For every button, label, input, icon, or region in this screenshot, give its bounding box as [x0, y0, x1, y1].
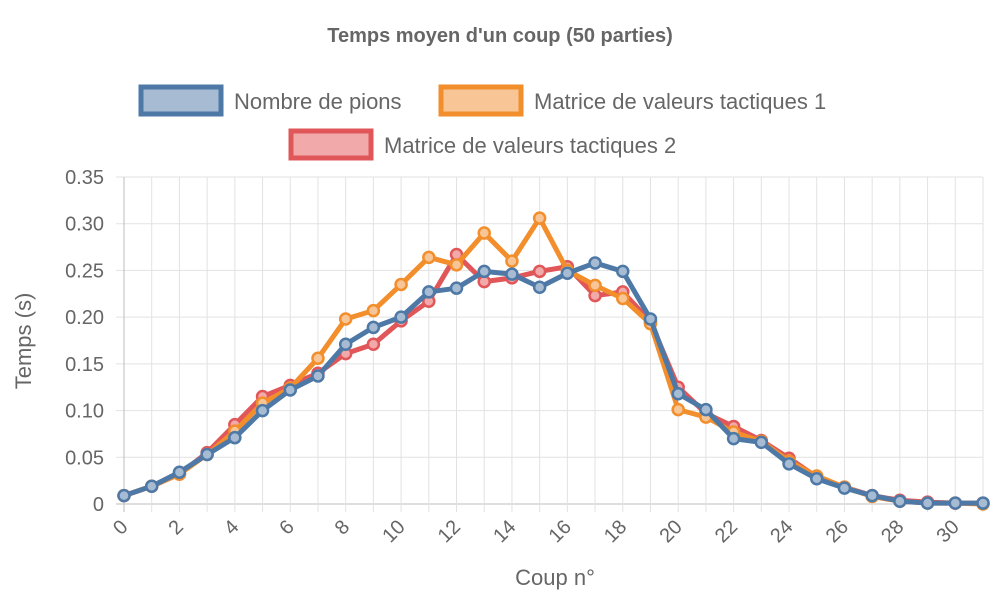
y-tick-label: 0	[93, 494, 104, 516]
data-point	[505, 254, 519, 268]
data-point	[311, 369, 325, 383]
data-point	[422, 285, 436, 299]
series-matrice-de-valeurs-tactiques-1	[117, 211, 990, 511]
x-axis-label: Coup n°	[515, 565, 595, 590]
data-point	[726, 431, 741, 446]
y-tick-label: 0.15	[65, 354, 104, 376]
data-point	[144, 479, 159, 493]
x-tick-label: 18	[600, 516, 631, 547]
x-tick-label: 6	[275, 516, 298, 539]
x-tick-label: 30	[933, 516, 964, 547]
data-point	[532, 211, 547, 225]
data-point	[699, 402, 713, 417]
x-tick-label: 24	[766, 516, 797, 547]
data-point	[948, 496, 963, 510]
series-matrice-de-valeurs-tactiques-2	[117, 247, 990, 510]
series-line	[121, 252, 986, 506]
data-point	[394, 277, 408, 292]
x-tick-label: 2	[165, 516, 188, 539]
x-tick-label: 20	[655, 516, 686, 547]
y-tick-label: 0.10	[65, 401, 104, 423]
data-point	[172, 465, 187, 479]
data-point	[893, 494, 907, 508]
data-point	[449, 281, 464, 295]
legend-label: Matrice de valeurs tactiques 1	[534, 89, 826, 114]
data-point	[560, 266, 575, 280]
y-axis-label: Temps (s)	[11, 293, 36, 390]
data-point	[671, 387, 685, 401]
x-tick-label: 0	[109, 516, 132, 539]
legend-swatch	[438, 84, 524, 117]
x-tick-label: 12	[434, 516, 465, 547]
x-tick-label: 8	[331, 516, 354, 539]
data-point	[588, 278, 602, 293]
series-line	[121, 215, 986, 507]
y-tick-label: 0.35	[65, 167, 104, 189]
x-tick-label: 16	[545, 516, 576, 547]
legend-item-nombre-de-pions[interactable]: Nombre de pions	[138, 84, 402, 117]
x-tick-label: 10	[378, 516, 409, 547]
legend-item-matrice-2[interactable]: Matrice de valeurs tactiques 2	[288, 128, 676, 161]
data-point	[865, 488, 879, 503]
y-tick-label: 0.30	[65, 214, 104, 236]
x-tick-label: 14	[489, 516, 520, 547]
y-tick-label: 0.20	[65, 307, 104, 329]
data-point	[422, 250, 436, 265]
legend-swatch	[288, 128, 374, 161]
legend-item-matrice-1[interactable]: Matrice de valeurs tactiques 1	[438, 84, 826, 117]
data-point	[671, 402, 685, 417]
legend-label: Nombre de pions	[234, 89, 402, 114]
data-point	[643, 312, 658, 326]
x-tick-label: 4	[220, 516, 243, 539]
data-point	[366, 320, 381, 335]
data-point	[449, 258, 464, 272]
x-tick-label: 26	[822, 516, 853, 547]
legend-label: Matrice de valeurs tactiques 2	[384, 133, 676, 158]
data-point	[366, 303, 381, 318]
data-point	[311, 351, 325, 366]
data-point	[616, 264, 630, 279]
data-point	[616, 291, 630, 306]
y-tick-label: 0.05	[65, 447, 104, 469]
data-point	[477, 264, 491, 279]
data-point	[338, 337, 353, 351]
data-point	[338, 312, 353, 326]
y-tick-label: 0.25	[65, 260, 104, 282]
data-point	[117, 488, 131, 503]
grid	[116, 176, 984, 512]
data-point	[976, 496, 990, 510]
data-point	[809, 472, 824, 486]
data-point	[837, 481, 852, 495]
data-point	[920, 496, 935, 510]
data-point	[532, 264, 547, 279]
data-point	[505, 267, 519, 281]
x-tick-label: 22	[711, 516, 742, 547]
chart-title: Temps moyen d'un coup (50 parties)	[327, 25, 673, 47]
data-point	[532, 280, 547, 294]
data-point	[228, 430, 242, 445]
series	[117, 211, 990, 511]
data-point	[283, 383, 298, 397]
data-point	[754, 435, 769, 450]
series-nombre-de-pions	[117, 256, 990, 510]
data-point	[366, 337, 381, 351]
series-line	[121, 260, 986, 506]
data-point	[782, 457, 796, 471]
data-point	[477, 226, 491, 240]
data-point	[588, 256, 602, 270]
data-point	[200, 447, 214, 462]
data-point	[394, 310, 408, 324]
x-tick-label: 28	[877, 516, 908, 547]
legend-swatch	[138, 84, 224, 117]
data-point	[255, 403, 270, 418]
